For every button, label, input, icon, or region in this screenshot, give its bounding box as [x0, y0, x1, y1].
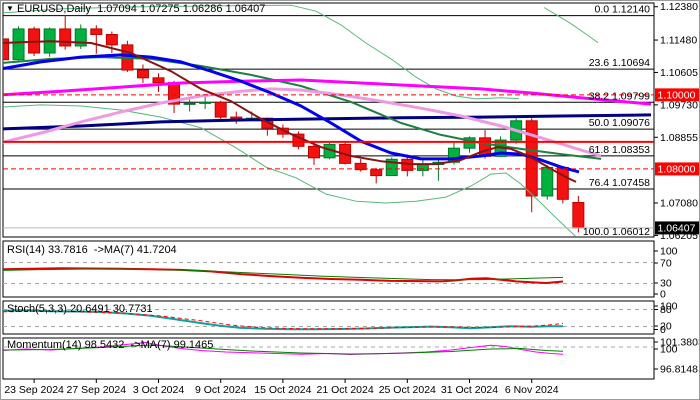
momentum-indicator-label: Momentum(14) 98.5432 ->MA(7) 99.1465 — [7, 339, 214, 351]
candle-body — [416, 163, 429, 171]
date-axis-label: 23 Sep 2024 — [4, 384, 64, 396]
stoch-axis-label: 100 — [660, 301, 678, 313]
ma-blue — [3, 53, 580, 174]
candle-body — [370, 169, 383, 177]
ohlc-low: 1.06286 — [182, 3, 223, 15]
price-axis-label: 1.09730 — [660, 99, 698, 111]
ma-magenta — [3, 78, 652, 106]
rsi-indicator-label: RSI(14) 33.7816 ->MA(7) 41.7204 — [7, 244, 177, 256]
fib-label: 76.4 1.07458 — [589, 177, 650, 189]
support-1.08-badge — [655, 162, 699, 176]
bid-price-badge-text: 1.06407 — [658, 222, 696, 234]
symbol-label: EURUSD,Daily — [16, 3, 91, 15]
stoch-axis-label: 0 — [660, 324, 666, 336]
rsi-axis-label: 70 — [660, 258, 672, 270]
candle-body — [90, 28, 103, 35]
candle-body — [447, 147, 460, 163]
candle-body — [276, 127, 289, 135]
price-axis-label: 1.08855 — [660, 132, 698, 144]
resistance-1.10-badge-text: 1.10000 — [658, 89, 696, 101]
price-axis-label: 1.07080 — [660, 198, 698, 210]
date-axis-label: 3 Oct 2024 — [133, 384, 185, 396]
rsi-axis-label: 0 — [660, 289, 666, 301]
stoch-axis-label: 80 — [660, 304, 672, 316]
symbol-dropdown-icon[interactable]: ▼ — [6, 4, 14, 13]
candle-body — [105, 33, 118, 46]
rsi-axis-label: 100 — [660, 246, 678, 258]
date-axis-label: 27 Sep 2024 — [67, 384, 127, 396]
price-axis-label: 1.11480 — [660, 35, 697, 47]
fib-label: 38.2 1.09799 — [589, 90, 650, 102]
date-axis-label: 31 Oct 2024 — [441, 384, 498, 396]
ma-pink — [3, 87, 602, 158]
momentum-axis-label: 96.8148 — [660, 364, 698, 376]
momentum-layer — [3, 342, 654, 355]
rsi-layer — [3, 262, 654, 284]
candle-body — [152, 77, 165, 84]
rsi-ma — [3, 268, 564, 281]
price-axis-label: 1.12380 — [660, 1, 698, 13]
candle-body — [136, 69, 149, 79]
candle-body — [12, 28, 25, 61]
candle-body — [463, 137, 476, 149]
date-axis-label: 25 Oct 2024 — [379, 384, 436, 396]
stoch-signal — [3, 310, 564, 330]
bid-price-badge — [655, 221, 699, 235]
ohlc-close: 1.06407 — [225, 3, 266, 15]
resistance-1.10-badge — [655, 88, 699, 102]
momentum-panel[interactable] — [2, 337, 655, 380]
stoch-indicator-label: Stoch(5,3,3) 20.6491 30.7731 — [7, 303, 153, 315]
date-axis-label: 9 Oct 2024 — [195, 384, 247, 396]
ohlc-high: 1.07275 — [139, 3, 180, 15]
fib-label: 100.0 1.06012 — [583, 226, 650, 238]
fib-label: 0.0 1.12140 — [595, 4, 651, 16]
stoch-axis-label: 20 — [660, 321, 672, 333]
envelope-lower — [3, 104, 577, 237]
momentum-axis-label: 100 — [660, 344, 678, 356]
chart-title: ▼ EURUSD,Daily 1.07094 1.07275 1.06286 1… — [6, 3, 265, 15]
momentum-axis-label: 101.3803 — [660, 337, 700, 349]
candle-body — [59, 28, 72, 47]
candle-body — [3, 38, 9, 61]
fib-label: 50.0 1.09076 — [589, 117, 650, 129]
ohlc-open: 1.07094 — [97, 3, 137, 15]
candle-body — [199, 101, 212, 104]
ma-maroon-fast — [3, 40, 577, 183]
momentum-main — [3, 342, 564, 355]
date-axis-label: 21 Oct 2024 — [316, 384, 373, 396]
momentum-ma — [3, 344, 564, 355]
candle-body — [385, 158, 398, 177]
date-axis-label: 15 Oct 2024 — [254, 384, 311, 396]
candle-body — [541, 166, 554, 197]
candle-body — [214, 101, 227, 118]
fib-label: 61.8 1.08353 — [589, 144, 650, 156]
rsi-axis-label: 30 — [660, 278, 672, 290]
fib-label: 23.6 1.10694 — [589, 57, 650, 69]
candle-body — [183, 102, 196, 105]
main-chart-layer — [3, 4, 654, 237]
price-axis-label: 1.10605 — [660, 67, 698, 79]
candle-body — [572, 201, 585, 229]
envelope-upper-b — [543, 7, 599, 44]
support-1.08-badge-text: 1.08000 — [658, 163, 696, 175]
date-axis-label: 6 Nov 2024 — [505, 384, 559, 396]
candle-body — [308, 145, 320, 159]
candle-body — [354, 162, 367, 171]
candle-body — [74, 28, 87, 47]
envelope-upper-a — [3, 4, 520, 100]
stoch-layer — [3, 309, 654, 331]
